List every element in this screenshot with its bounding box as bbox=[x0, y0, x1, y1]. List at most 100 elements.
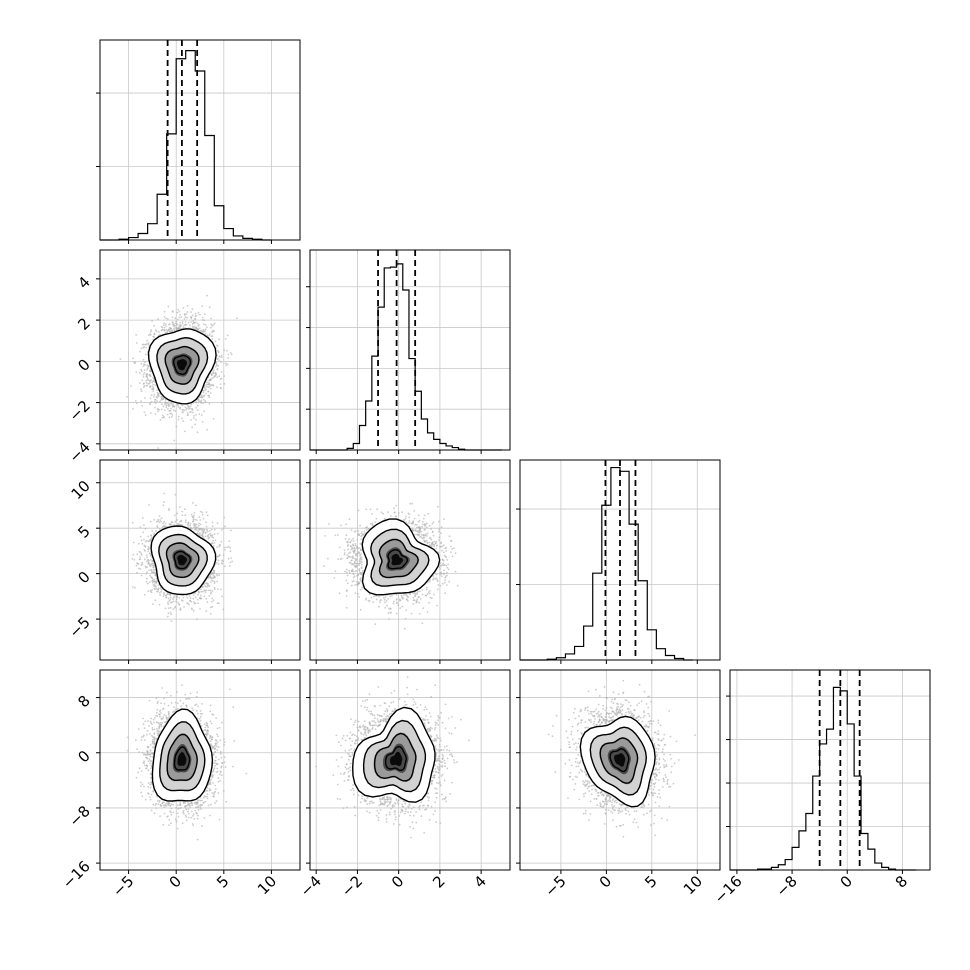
scatter-point bbox=[185, 313, 188, 315]
scatter-point bbox=[185, 519, 187, 522]
scatter-point bbox=[229, 550, 232, 552]
scatter-point bbox=[208, 396, 211, 399]
scatter-point bbox=[176, 827, 179, 830]
scatter-point bbox=[358, 562, 361, 565]
scatter-panel-1-2 bbox=[306, 459, 511, 664]
scatter-point bbox=[348, 552, 350, 555]
scatter-point bbox=[205, 525, 208, 528]
scatter-point bbox=[192, 601, 195, 603]
scatter-point bbox=[375, 517, 378, 520]
contour-line bbox=[384, 745, 407, 772]
panel-body bbox=[315, 676, 470, 839]
scatter-point bbox=[150, 329, 153, 331]
scatter-point bbox=[173, 596, 175, 599]
scatter-point bbox=[388, 713, 391, 715]
scatter-point bbox=[395, 599, 398, 601]
scatter-point bbox=[214, 739, 217, 741]
scatter-point bbox=[214, 742, 217, 745]
scatter-point bbox=[450, 539, 453, 542]
scatter-point bbox=[199, 532, 201, 534]
scatter-point bbox=[358, 547, 360, 549]
scatter-point bbox=[389, 595, 391, 598]
scatter-point bbox=[157, 803, 160, 806]
scatter-point bbox=[159, 722, 162, 724]
scatter-point bbox=[420, 801, 423, 804]
scatter-point bbox=[423, 536, 426, 539]
scatter-point bbox=[209, 803, 212, 806]
scatter-point bbox=[369, 522, 372, 525]
scatter-point bbox=[347, 544, 349, 546]
scatter-point bbox=[428, 541, 431, 544]
scatter-point bbox=[228, 688, 231, 691]
scatter-point bbox=[421, 622, 424, 625]
scatter-point bbox=[214, 788, 217, 790]
scatter-point bbox=[577, 722, 580, 725]
scatter-point bbox=[135, 776, 138, 779]
scatter-point bbox=[135, 402, 138, 405]
scatter-point bbox=[224, 525, 227, 528]
scatter-point bbox=[220, 354, 223, 357]
scatter-point bbox=[218, 758, 220, 761]
scatter-point bbox=[390, 798, 392, 801]
scatter-point bbox=[442, 562, 444, 565]
scatter-point bbox=[159, 815, 162, 817]
scatter-point bbox=[373, 720, 375, 723]
scatter-point bbox=[219, 770, 222, 773]
scatter-point bbox=[153, 565, 156, 568]
scatter-point bbox=[597, 794, 600, 797]
scatter-point bbox=[219, 739, 222, 741]
scatter-point bbox=[172, 600, 175, 603]
scatter-point bbox=[406, 686, 408, 689]
scatter-point bbox=[161, 403, 163, 405]
scatter-point bbox=[198, 327, 201, 330]
scatter-point bbox=[158, 515, 161, 517]
scatter-point bbox=[402, 597, 405, 599]
scatter-point bbox=[201, 799, 203, 802]
scatter-point bbox=[359, 801, 362, 804]
scatter-point bbox=[216, 727, 219, 730]
scatter-point bbox=[188, 804, 191, 807]
scatter-point bbox=[201, 421, 204, 423]
scatter-point bbox=[201, 530, 204, 532]
scatter-point bbox=[209, 780, 212, 783]
scatter-point bbox=[158, 722, 160, 725]
scatter-point bbox=[618, 810, 621, 812]
scatter-point bbox=[142, 376, 145, 378]
scatter-point bbox=[177, 406, 180, 408]
scatter-point bbox=[204, 800, 207, 803]
scatter-point bbox=[444, 547, 447, 550]
scatter-point bbox=[215, 372, 217, 375]
scatter-point bbox=[213, 582, 216, 584]
scatter-point bbox=[386, 718, 389, 721]
scatter-point bbox=[192, 327, 194, 329]
scatter-point bbox=[155, 577, 158, 580]
scatter-point bbox=[407, 811, 409, 814]
scatter-point bbox=[361, 571, 364, 574]
scatter-point bbox=[202, 323, 205, 325]
scatter-point bbox=[361, 725, 364, 728]
scatter-point bbox=[146, 368, 149, 371]
scatter-point bbox=[453, 547, 455, 549]
scatter-point bbox=[412, 592, 414, 594]
scatter-point bbox=[169, 805, 172, 807]
scatter-point bbox=[173, 514, 176, 517]
scatter-point bbox=[375, 598, 378, 601]
scatter-point bbox=[179, 406, 182, 409]
scatter-point bbox=[417, 520, 420, 523]
scatter-point bbox=[147, 548, 150, 550]
scatter-point bbox=[348, 749, 351, 752]
scatter-point bbox=[404, 700, 406, 703]
scatter-point bbox=[166, 691, 168, 694]
scatter-point bbox=[218, 545, 221, 548]
scatter-point bbox=[444, 762, 446, 765]
scatter-point bbox=[177, 418, 180, 421]
contour-line bbox=[370, 528, 430, 587]
scatter-point bbox=[206, 294, 209, 297]
scatter-point bbox=[183, 606, 186, 608]
scatter-point bbox=[424, 533, 427, 536]
scatter-point bbox=[366, 727, 369, 730]
scatter-point bbox=[208, 536, 211, 539]
scatter-point bbox=[153, 336, 156, 339]
scatter-point bbox=[219, 773, 221, 776]
scatter-point bbox=[427, 721, 430, 724]
